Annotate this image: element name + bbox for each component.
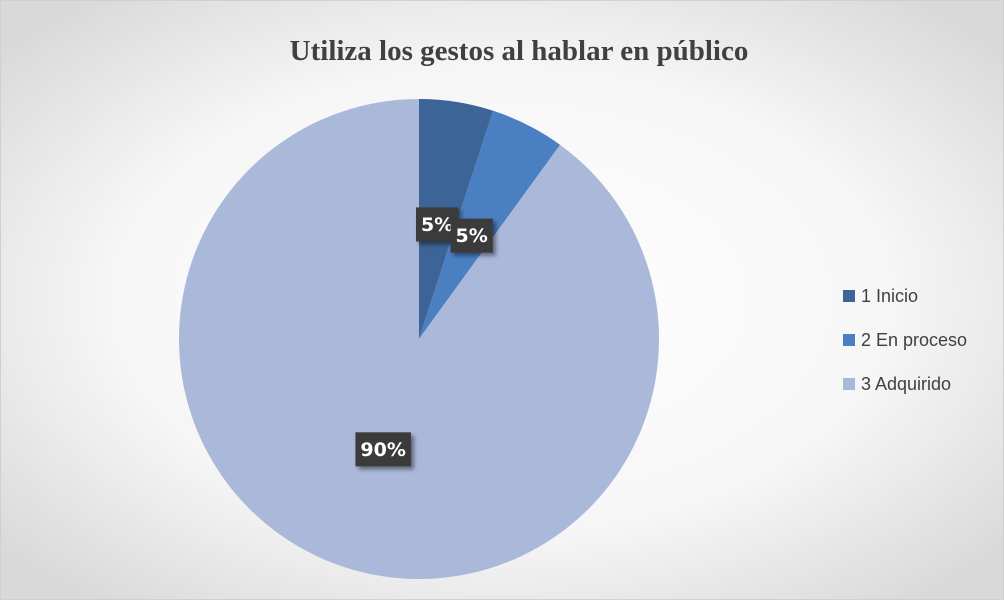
chart-title: Utiliza los gestos al hablar en público [290,35,749,67]
data-labels: 5%5% 90% [355,207,493,467]
legend-swatch [843,378,855,390]
legend-swatch [843,290,855,302]
data-label: 5% [421,214,453,236]
data-label-background [355,432,411,467]
data-label: 90% [360,439,405,461]
legend-swatch [843,334,855,346]
legend-label: 1 Inicio [861,286,918,306]
pie [179,99,660,580]
data-label: 5% [456,225,488,247]
legend: 1 Inicio 2 En proceso 3 Adquirido [843,286,967,394]
data-label-background [450,218,493,253]
pie-slice [179,99,660,580]
data-label-box: 90% [355,432,411,467]
legend-label: 3 Adquirido [861,374,951,394]
legend-label: 2 En proceso [861,330,967,350]
data-label-box: 5% [450,218,493,253]
